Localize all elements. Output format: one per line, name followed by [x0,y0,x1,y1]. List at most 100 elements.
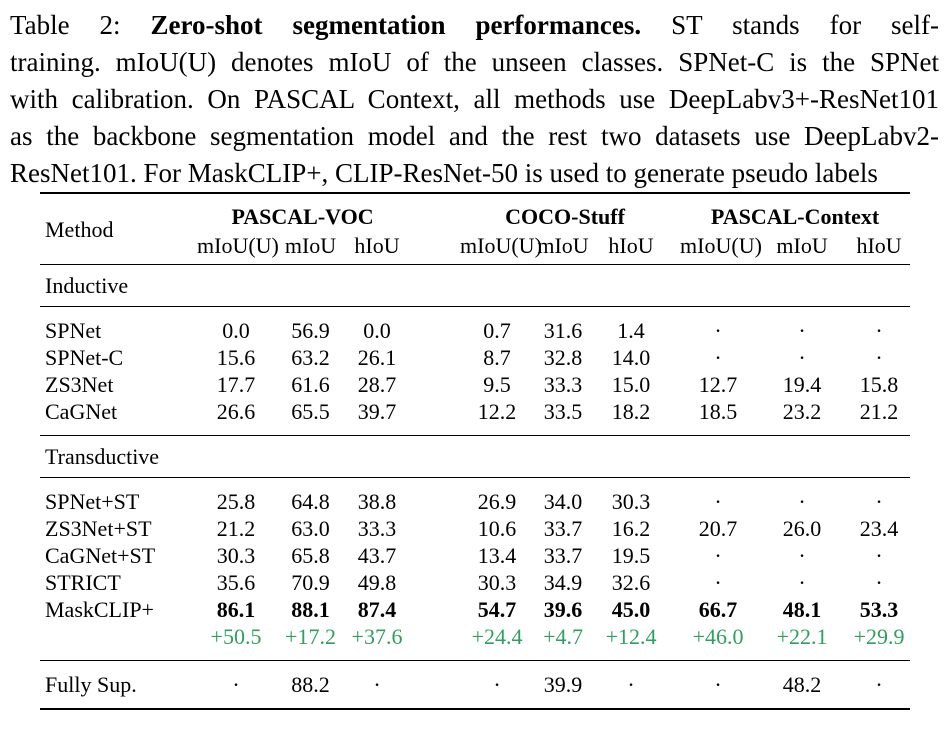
table-caption: Table 2: Zero-shot segmentation performa… [10,7,939,192]
column-spacer [670,542,680,569]
subcol-hiou: hIoU [608,233,654,258]
value-cell: 21.2 [859,399,899,424]
section-label-row: Transductive [40,436,910,478]
value-cell: 10.6 [477,516,517,541]
column-spacer [408,623,460,661]
value-cell: 70.9 [291,570,330,595]
value-cell: 15.0 [611,372,651,397]
section-label-body: Inductive [40,265,911,307]
table-row: SPNet-C 15.6 63.2 26.1 8.7 32.8 14.0 · · · [40,344,910,371]
subcol-hiou: hIoU [856,233,902,258]
method-cell: MaskCLIP+ [45,597,154,622]
value-cell: +12.4 [605,624,657,649]
table-row: STRICT 35.6 70.9 49.8 30.3 34.9 32.6 · · · [40,569,910,596]
value-cell: 86.1 [216,597,256,622]
value-cell: 23.2 [782,399,822,424]
value-cell: 66.7 [698,597,738,622]
value-cell: 53.3 [859,597,899,622]
column-spacer [670,623,680,661]
value-cell: 61.6 [291,372,330,397]
value-cell: 32.8 [543,345,583,370]
column-spacer [670,371,680,398]
value-cell: 63.2 [291,345,330,370]
column-spacer [670,515,680,542]
value-cell: +37.6 [351,624,403,649]
value-cell: 65.5 [291,399,330,424]
value-cell: · [875,672,883,697]
column-spacer [408,307,460,345]
group-header-coco-stuff: COCO-Stuff [505,204,625,229]
value-cell: 18.5 [698,399,738,424]
group-header-pascal-voc: PASCAL-VOC [231,204,374,229]
value-cell: 17.7 [216,372,256,397]
value-cell: +50.5 [210,624,262,649]
value-cell: 43.7 [357,543,397,568]
method-cell: Fully Sup. [45,672,137,697]
table-row: ZS3Net+ST 21.2 63.0 33.3 10.6 33.7 16.2 20.7 26.… [40,515,910,542]
table-header: Method PASCAL-VOC COCO-Stuff PASCAL-Cont… [40,193,911,265]
column-spacer [670,193,680,265]
value-cell: 39.9 [543,672,583,697]
value-cell: 33.5 [543,399,583,424]
results-table-grid: Method PASCAL-VOC COCO-Stuff PASCAL-Cont… [40,192,911,710]
table-row: CaGNet+ST 30.3 65.8 43.7 13.4 33.7 19.5 · · · [40,542,910,569]
value-cell: 31.6 [543,318,583,343]
value-cell: 33.3 [357,516,397,541]
table-row: SPNet 0.0 56.9 0.0 0.7 31.6 1.4 · · · [40,307,910,345]
value-cell: · [798,489,806,514]
section-data-body: Fully Sup. · 88.2 · · 39.9 · · 48.2 · [40,661,910,710]
group-header-pascal-context: PASCAL-Context [710,204,880,229]
table-row: Fully Sup. · 88.2 · · 39.9 · · 48.2 · [40,661,910,710]
table-row: CaGNet 26.6 65.5 39.7 12.2 33.5 18.2 18.5 23.2 21… [40,398,910,436]
value-cell: 26.6 [216,399,256,424]
column-spacer [670,478,680,516]
value-cell: · [714,318,722,343]
subcol-miou-u: mIoU(U) [197,233,279,258]
method-cell: CaGNet [45,399,118,424]
caption-text: with calibration. On PASCAL Context, all… [10,84,939,114]
subcol-miou-u: mIoU(U) [460,233,542,258]
table-row: +50.5 +17.2 +37.6 +24.4 +4.7 +12.4 +46.0 +22.1 +… [40,623,910,661]
value-cell: +4.7 [543,624,583,649]
value-cell: · [798,543,806,568]
value-cell: 15.8 [859,372,899,397]
value-cell: 56.9 [291,318,330,343]
caption-text: Table 2: [10,10,151,40]
method-cell [40,623,197,661]
value-cell: 88.1 [291,597,330,622]
column-spacer [670,569,680,596]
value-cell: 9.5 [483,372,511,397]
value-cell: 28.7 [357,372,397,397]
value-cell: 19.5 [611,543,651,568]
value-cell: +22.1 [776,624,828,649]
caption-line: with calibration. On PASCAL Context, all… [10,81,939,118]
column-spacer [670,596,680,623]
column-spacer [670,661,680,710]
subcol-miou-u: mIoU(U) [680,233,762,258]
value-cell: 35.6 [216,570,256,595]
value-cell: 8.7 [483,345,511,370]
value-cell: 26.9 [477,489,517,514]
value-cell: 30.3 [216,543,256,568]
method-cell: ZS3Net [45,372,114,397]
value-cell: · [714,672,722,697]
value-cell: 32.6 [611,570,651,595]
caption-line: as the backbone segmentation model and t… [10,118,939,155]
value-cell: 30.3 [477,570,517,595]
value-cell: 34.9 [543,570,583,595]
value-cell: 87.4 [357,597,397,622]
caption-line: ResNet101. For MaskCLIP+, CLIP-ResNet-50… [10,155,939,192]
table-row: MaskCLIP+ 86.1 88.1 87.4 54.7 39.6 45.0 66.7 48.… [40,596,910,623]
method-cell: STRICT [45,570,121,595]
value-cell: 19.4 [782,372,822,397]
value-cell: · [714,345,722,370]
value-cell: · [875,489,883,514]
value-cell: · [714,489,722,514]
caption-text: as the backbone segmentation model and t… [10,121,939,151]
value-cell: 16.2 [611,516,651,541]
caption-text: ResNet101. For MaskCLIP+, CLIP-ResNet-50… [10,158,878,188]
subcol-miou: mIoU [776,233,828,258]
value-cell: 12.2 [477,399,517,424]
value-cell: 30.3 [611,489,651,514]
